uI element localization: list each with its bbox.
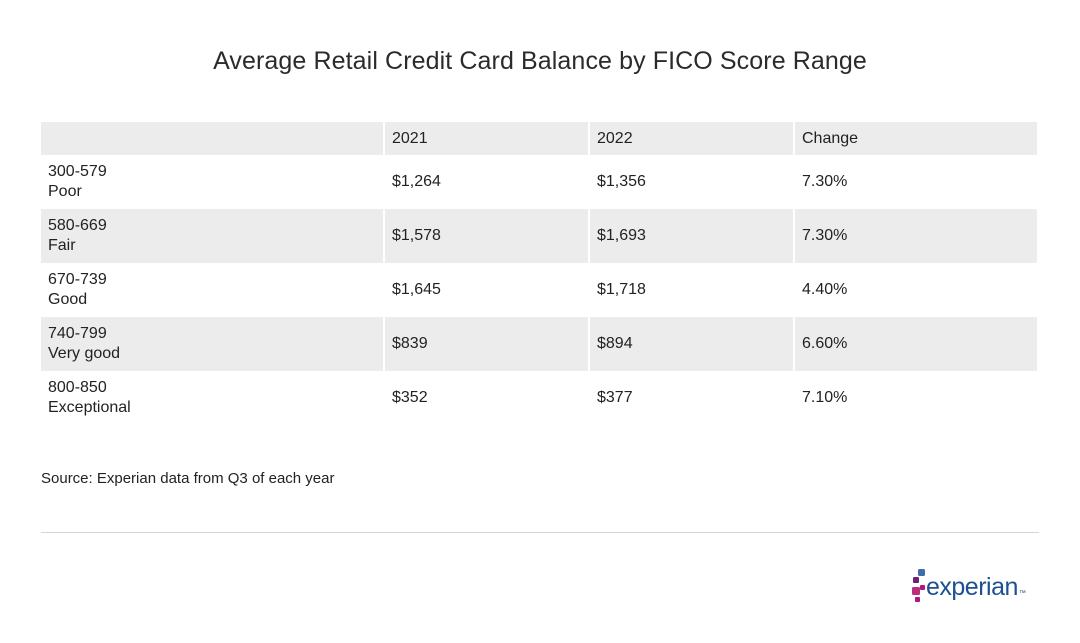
logo-dot <box>915 597 920 602</box>
score-range-cell: 800-850 Exceptional <box>41 371 385 425</box>
balance-table: 2021 2022 Change 300-579 Poor $1,264 $1,… <box>41 122 1037 425</box>
source-note: Source: Experian data from Q3 of each ye… <box>41 470 335 487</box>
value-2021: $352 <box>384 371 590 425</box>
table-row: 670-739 Good $1,645 $1,718 4.40% <box>41 263 1037 317</box>
score-range: 300-579 <box>48 163 107 180</box>
table-header-row: 2021 2022 Change <box>41 122 1037 155</box>
value-change: 6.60% <box>802 335 848 352</box>
score-label: Fair <box>48 237 76 254</box>
score-range-cell: 580-669 Fair <box>41 209 385 263</box>
value-2021: $1,264 <box>384 155 590 209</box>
column-header: Change <box>802 129 859 147</box>
score-label: Exceptional <box>48 399 131 416</box>
chart-title: Average Retail Credit Card Balance by FI… <box>213 47 867 75</box>
value-change: 7.10% <box>802 389 848 406</box>
value-change: 4.40% <box>802 281 848 298</box>
score-range: 800-850 <box>48 379 107 396</box>
table-row: 300-579 Poor $1,264 $1,356 7.30% <box>41 155 1037 209</box>
experian-wordmark: experian™ <box>926 573 1026 601</box>
value-2021: $1,645 <box>384 263 590 317</box>
score-range-cell: 300-579 Poor <box>41 155 385 209</box>
score-label: Very good <box>48 345 121 362</box>
value-2022: $377 <box>589 371 795 425</box>
logo-dot <box>913 577 919 583</box>
score-range: 670-739 <box>48 271 107 288</box>
value-2022: $1,693 <box>589 209 795 263</box>
value-2022: $1,718 <box>589 263 795 317</box>
value-change: 7.30% <box>802 173 848 190</box>
value-change: 7.30% <box>802 227 848 244</box>
column-header: 2022 <box>589 122 795 155</box>
logo-dot <box>912 587 920 595</box>
score-range-cell: 670-739 Good <box>41 263 385 317</box>
logo-dot <box>918 569 925 576</box>
column-header <box>41 122 385 155</box>
table-row: 740-799 Very good $839 $894 6.60% <box>41 317 1037 371</box>
score-label: Poor <box>48 183 82 200</box>
value-2022: $894 <box>589 317 795 371</box>
value-2021: $1,578 <box>384 209 590 263</box>
score-range: 740-799 <box>48 325 107 342</box>
table-row: 580-669 Fair $1,578 $1,693 7.30% <box>41 209 1037 263</box>
experian-logo-dots-icon <box>912 569 925 602</box>
logo-dot <box>920 585 925 590</box>
experian-logo: experian™ <box>910 568 1035 608</box>
score-label: Good <box>48 291 88 308</box>
value-2022: $1,356 <box>589 155 795 209</box>
score-range: 580-669 <box>48 217 107 234</box>
table-row: 800-850 Exceptional $352 $377 7.10% <box>41 371 1037 425</box>
score-range-cell: 740-799 Very good <box>41 317 385 371</box>
column-header: 2021 <box>384 122 590 155</box>
value-2021: $839 <box>384 317 590 371</box>
divider <box>41 532 1039 533</box>
